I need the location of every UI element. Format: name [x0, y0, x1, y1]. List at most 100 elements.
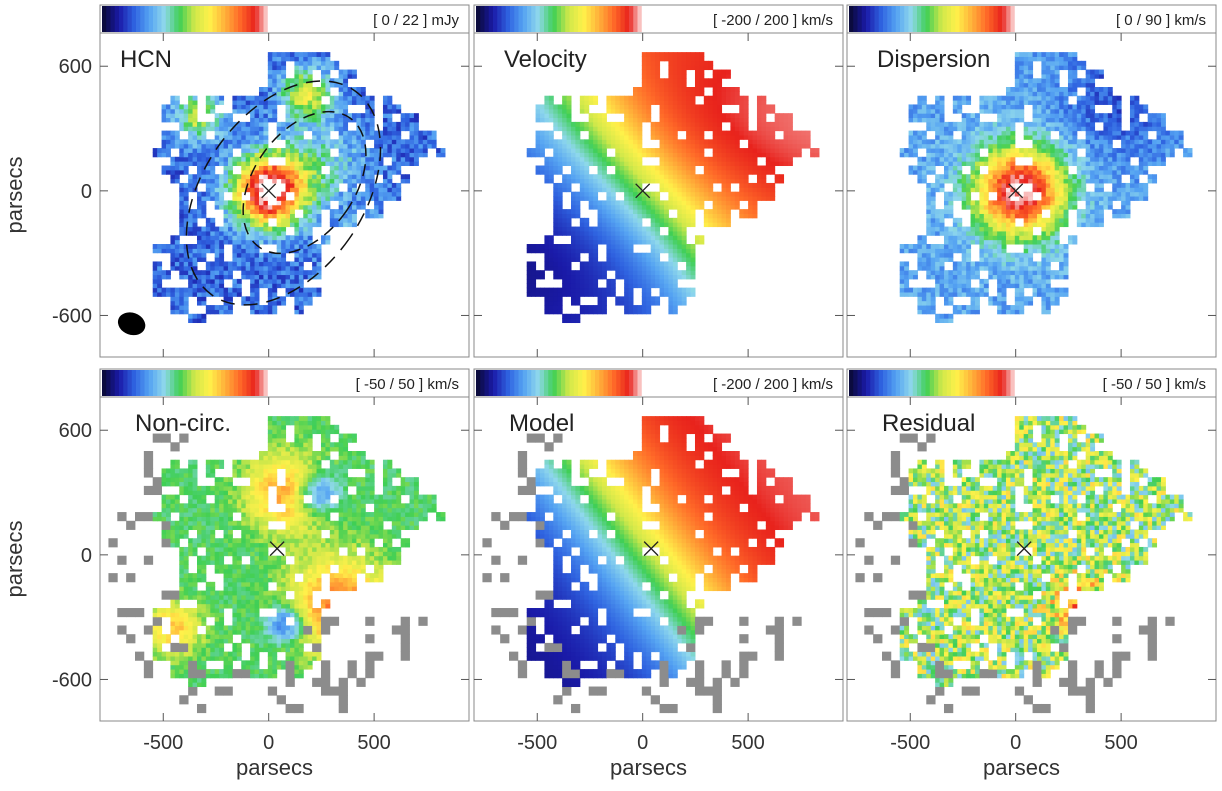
map-pixel	[214, 143, 220, 149]
map-pixel	[668, 309, 674, 315]
map-pixel	[205, 222, 211, 228]
map-pixel	[663, 108, 669, 114]
map-pixel	[378, 143, 384, 149]
map-pixel	[553, 287, 559, 293]
map-pixel	[948, 248, 954, 254]
map-pixel	[196, 191, 202, 197]
map-pixel	[170, 117, 176, 123]
map-pixel	[979, 257, 985, 262]
map-pixel	[161, 117, 167, 123]
map-pixel	[405, 113, 411, 119]
map-pixel	[810, 152, 816, 158]
map-pixel	[961, 252, 967, 258]
map-pixel	[748, 169, 754, 175]
colorbar-swatch	[242, 6, 248, 32]
map-pixel	[575, 274, 581, 280]
colorbar-swatch	[114, 6, 120, 32]
map-pixel	[761, 143, 767, 149]
map-pixel	[935, 213, 941, 219]
map-pixel	[899, 291, 905, 297]
map-pixel	[553, 222, 559, 228]
map-pixel	[544, 174, 550, 180]
map-pixel	[281, 261, 287, 267]
map-pixel	[655, 169, 661, 175]
map-pixel	[531, 291, 537, 297]
map-pixel	[214, 113, 220, 119]
map-pixel	[325, 69, 331, 75]
map-pixel	[641, 56, 647, 62]
map-pixel	[303, 178, 309, 184]
map-pixel	[677, 230, 683, 236]
map-pixel	[343, 139, 349, 145]
map-pixel	[562, 213, 568, 219]
map-pixel	[298, 121, 304, 127]
map-pixel	[948, 274, 954, 280]
map-pixel	[382, 104, 388, 110]
map-pixel	[553, 305, 559, 310]
map-pixel	[663, 161, 669, 167]
map-pixel	[219, 191, 225, 197]
map-pixel	[298, 100, 304, 105]
map-pixel	[285, 143, 291, 149]
map-pixel	[686, 287, 692, 293]
map-pixel	[690, 52, 696, 57]
map-pixel	[952, 139, 958, 145]
map-pixel	[334, 191, 340, 197]
map-pixel	[575, 291, 581, 297]
map-pixel	[360, 191, 366, 197]
map-pixel	[725, 134, 731, 140]
map-pixel	[320, 82, 326, 88]
map-pixel	[961, 95, 967, 101]
map-pixel	[686, 248, 692, 254]
map-pixel	[312, 222, 318, 228]
map-pixel	[579, 182, 585, 188]
map-pixel	[276, 69, 282, 75]
map-pixel	[298, 257, 304, 262]
map-pixel	[686, 139, 692, 145]
map-pixel	[334, 222, 340, 228]
map-pixel	[347, 222, 353, 228]
map-pixel	[236, 261, 242, 267]
map-pixel	[396, 165, 402, 171]
map-pixel	[974, 217, 980, 223]
map-pixel	[289, 165, 295, 171]
map-pixel	[961, 200, 967, 206]
map-pixel	[983, 191, 989, 197]
map-pixel	[939, 143, 945, 149]
map-pixel	[223, 265, 229, 271]
map-pixel	[694, 239, 700, 245]
map-pixel	[943, 291, 949, 297]
map-pixel	[409, 130, 415, 136]
map-pixel	[575, 169, 581, 175]
colorbar-swatch	[165, 6, 171, 32]
map-pixel	[223, 130, 229, 136]
map-pixel	[307, 222, 313, 228]
map-pixel	[192, 108, 198, 114]
map-pixel	[553, 156, 559, 162]
map-pixel	[258, 100, 264, 105]
map-pixel	[254, 156, 260, 162]
map-pixel	[223, 174, 229, 180]
map-pixel	[566, 313, 572, 319]
map-pixel	[677, 178, 683, 184]
map-pixel	[205, 235, 211, 241]
map-pixel	[179, 148, 185, 153]
map-pixel	[316, 60, 322, 66]
map-pixel	[703, 82, 709, 88]
map-pixel	[312, 178, 318, 184]
map-pixel	[624, 252, 630, 258]
map-pixel	[179, 156, 185, 162]
map-pixel	[988, 274, 994, 280]
map-pixel	[232, 209, 238, 214]
map-pixel	[539, 134, 545, 140]
map-pixel	[610, 287, 616, 293]
map-pixel	[708, 213, 714, 219]
map-pixel	[276, 169, 282, 175]
map-pixel	[298, 291, 304, 297]
map-pixel	[637, 87, 643, 92]
map-pixel	[703, 213, 709, 219]
map-pixel	[765, 108, 771, 114]
map-pixel	[382, 95, 388, 101]
map-pixel	[935, 248, 941, 254]
